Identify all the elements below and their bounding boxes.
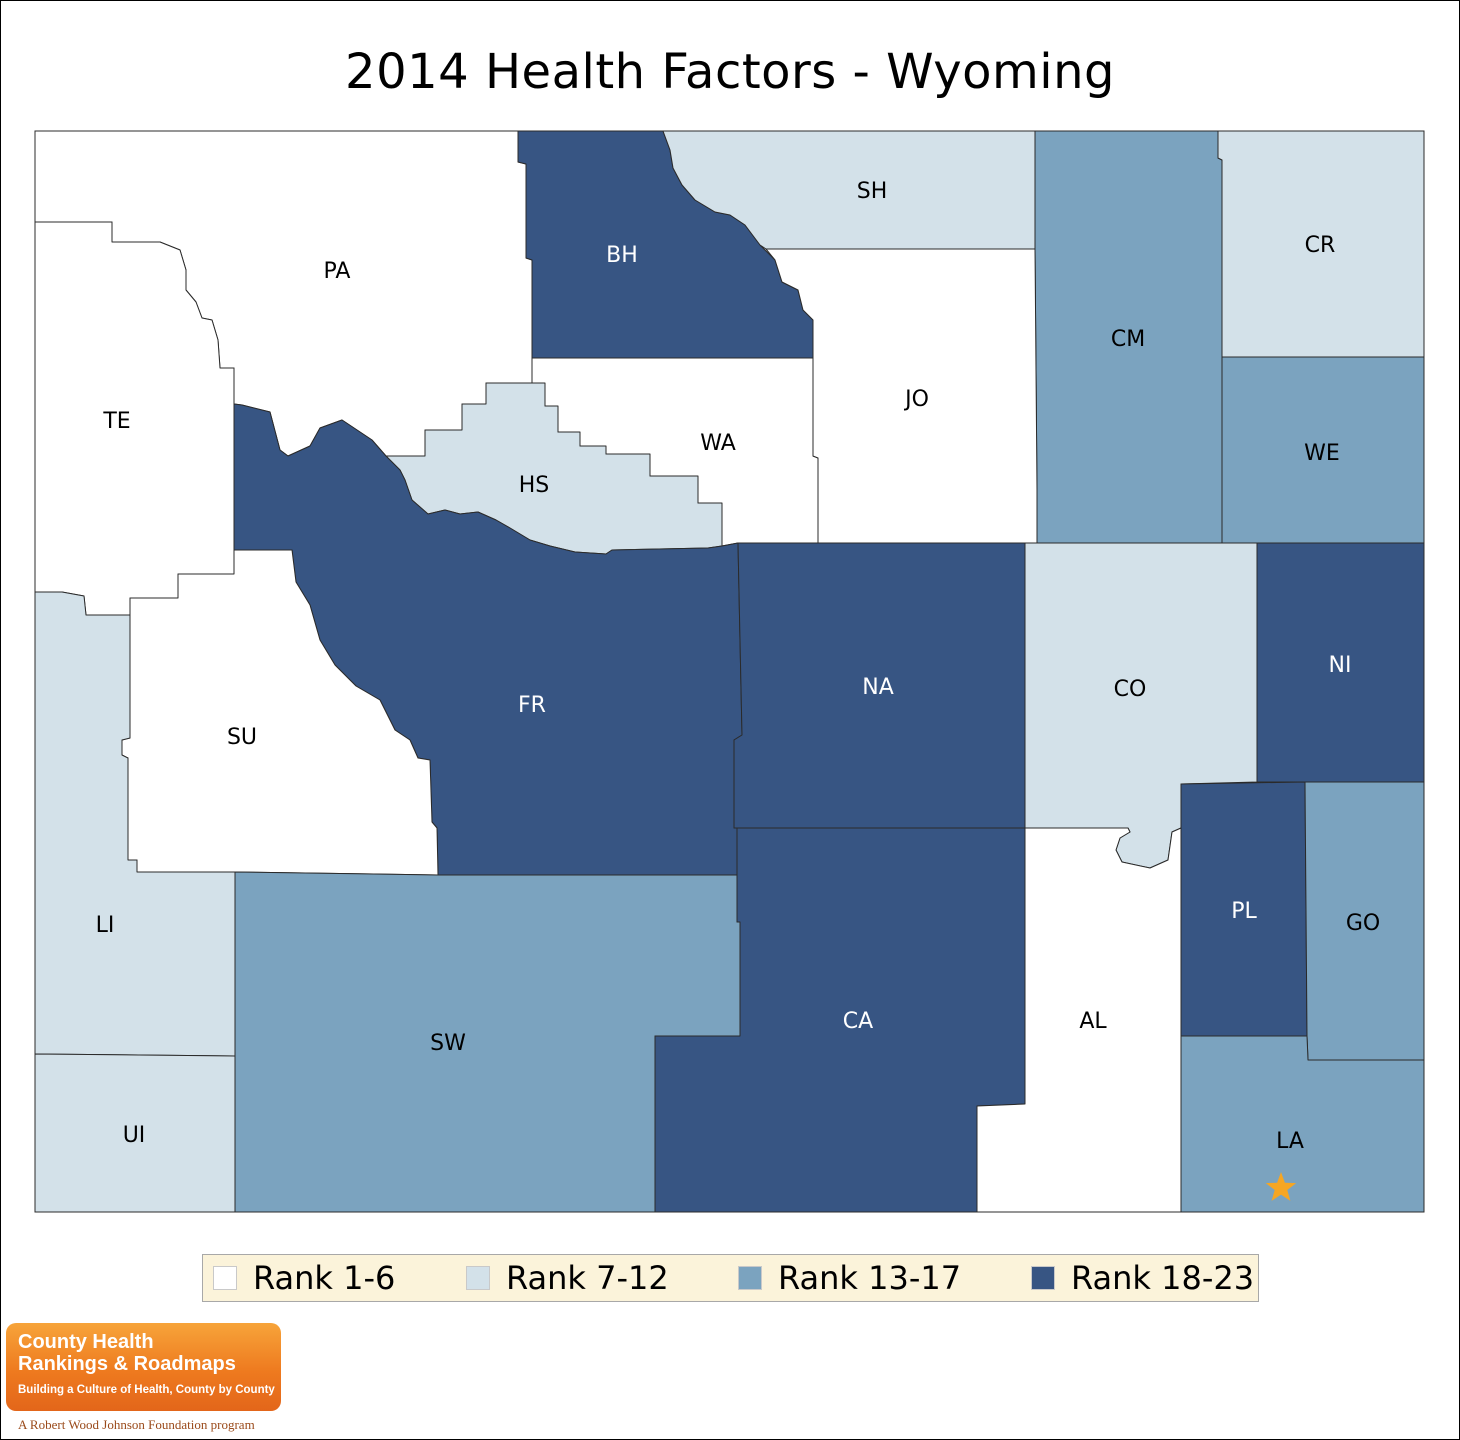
legend-item-rank-18-23: Rank 18-23 xyxy=(1031,1255,1254,1301)
map-title: 2014 Health Factors - Wyoming xyxy=(345,44,1115,100)
county-label-fr: FR xyxy=(518,693,546,718)
logo-line-2: Rankings & Roadmaps xyxy=(18,1353,236,1375)
legend-label-rank-1-6: Rank 1-6 xyxy=(253,1259,396,1297)
county-jo xyxy=(765,248,1038,544)
legend-label-rank-18-23: Rank 18-23 xyxy=(1071,1259,1255,1297)
county-health-rankings-logo: County Health Rankings & Roadmaps Buildi… xyxy=(6,1323,281,1411)
county-label-ca: CA xyxy=(843,1009,873,1034)
county-label-cm: CM xyxy=(1111,327,1145,352)
legend-swatch-rank-7-12 xyxy=(466,1266,490,1290)
county-label-co: CO xyxy=(1114,677,1147,702)
county-al xyxy=(976,827,1182,1213)
county-label-bh: BH xyxy=(606,243,638,268)
legend-label-rank-7-12: Rank 7-12 xyxy=(506,1259,669,1297)
legend-swatch-rank-13-17 xyxy=(738,1266,762,1290)
legend-swatch-rank-18-23 xyxy=(1031,1266,1055,1290)
county-label-hs: HS xyxy=(519,473,550,498)
county-labels: PA BH SH CM CR TE HS WA JO WE FR NA CO NI SU LI PL GO SW CA… xyxy=(96,179,1381,1154)
legend-item-rank-1-6: Rank 1-6 xyxy=(213,1255,395,1301)
county-label-al: AL xyxy=(1079,1009,1107,1034)
state-outline xyxy=(34,130,1425,1213)
logo-line-1: County Health xyxy=(18,1331,154,1353)
county-label-sh: SH xyxy=(857,179,888,204)
star-icon xyxy=(1265,1172,1297,1201)
county-label-na: NA xyxy=(862,675,894,700)
legend-item-rank-7-12: Rank 7-12 xyxy=(466,1255,669,1301)
county-label-te: TE xyxy=(102,409,130,434)
county-label-wa: WA xyxy=(700,431,736,456)
logo-tagline: Building a Culture of Health, County by … xyxy=(18,1384,275,1396)
logo-footer: A Robert Wood Johnson Foundation program xyxy=(18,1417,255,1432)
county-label-pa: PA xyxy=(324,259,351,284)
county-label-ui: UI xyxy=(123,1123,146,1148)
county-shapes xyxy=(34,130,1425,1213)
legend: Rank 1-6 Rank 7-12 Rank 13-17 Rank 18-23 xyxy=(202,1254,1259,1302)
county-label-la: LA xyxy=(1276,1129,1304,1154)
county-label-cr: CR xyxy=(1305,233,1336,258)
county-label-jo: JO xyxy=(903,387,929,412)
county-label-ni: NI xyxy=(1329,653,1352,678)
legend-swatch-rank-1-6 xyxy=(213,1266,237,1290)
county-label-li: LI xyxy=(96,913,115,938)
county-la xyxy=(1180,1035,1425,1213)
county-label-go: GO xyxy=(1346,911,1380,936)
legend-item-rank-13-17: Rank 13-17 xyxy=(738,1255,961,1301)
county-label-pl: PL xyxy=(1231,899,1257,924)
legend-label-rank-13-17: Rank 13-17 xyxy=(778,1259,962,1297)
county-label-we: WE xyxy=(1304,441,1340,466)
county-label-sw: SW xyxy=(430,1031,466,1056)
county-label-su: SU xyxy=(227,725,257,750)
